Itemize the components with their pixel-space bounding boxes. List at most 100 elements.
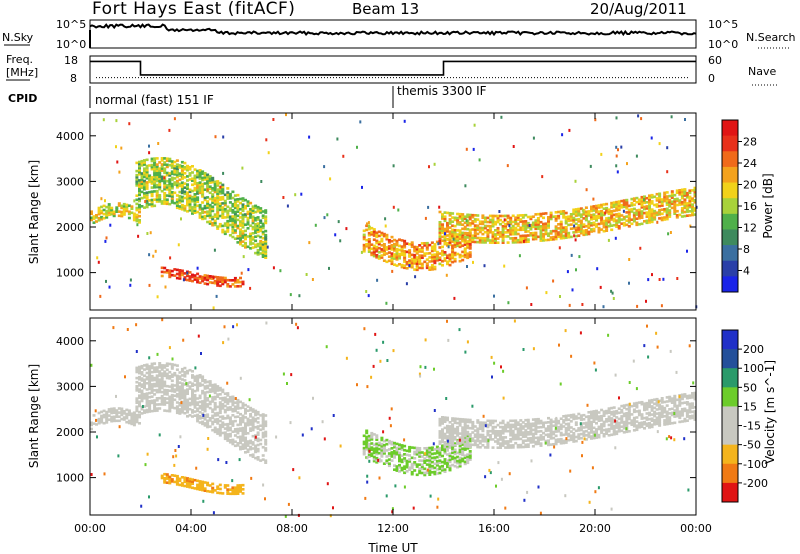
scatter-cell [581, 440, 584, 444]
scatter-cell [287, 502, 290, 506]
echo-cell [387, 454, 391, 457]
scatter-cell [392, 205, 395, 209]
echo-cell [574, 222, 578, 226]
echo-cell [196, 175, 200, 179]
echo-cell [428, 469, 432, 472]
echo-cell [160, 364, 164, 367]
echo-cell [236, 208, 240, 211]
echo-cell [158, 362, 162, 365]
echo-cell [244, 438, 247, 442]
echo-cell [468, 243, 472, 246]
nave-label: Nave [748, 65, 776, 78]
echo-cell [481, 444, 485, 447]
echo-cell [590, 228, 593, 231]
echo-cell [650, 218, 654, 222]
echo-cell [668, 420, 672, 423]
echo-cell [441, 251, 444, 255]
echo-cell [191, 402, 194, 406]
scatter-cell [612, 297, 615, 300]
echo-cell [605, 432, 609, 435]
echo-cell [211, 387, 215, 391]
echo-cell [145, 168, 149, 172]
echo-cell [655, 412, 659, 415]
echo-cell [165, 165, 169, 169]
echo-cell [549, 437, 553, 440]
echo-cell [655, 404, 659, 407]
echo-cell [261, 255, 265, 258]
echo-cell [160, 274, 164, 278]
echo-cell [653, 423, 657, 426]
echo-cell [506, 216, 510, 220]
echo-cell [648, 399, 651, 402]
echo-cell [193, 402, 197, 405]
scatter-cell [339, 444, 342, 448]
echo-cell [148, 406, 152, 409]
echo-cell [236, 423, 240, 427]
echo-cell [170, 480, 174, 483]
scatter-cell [495, 484, 497, 488]
echo-cell [251, 205, 255, 208]
echo-cell [415, 252, 419, 255]
echo-cell [256, 253, 260, 256]
echo-cell [367, 445, 371, 448]
echo-cell [135, 213, 139, 217]
echo-cell [458, 245, 462, 249]
echo-cell [592, 229, 596, 233]
echo-cell [105, 410, 109, 414]
echo-cell [420, 467, 424, 471]
echo-cell [218, 427, 222, 431]
echo-cell [536, 417, 540, 421]
echo-cell [191, 279, 194, 283]
echo-cell [196, 378, 200, 382]
echo-cell [501, 235, 505, 238]
echo-cell [168, 370, 172, 374]
echo-cell [112, 214, 116, 218]
echo-cell [244, 440, 247, 444]
echo-cell [473, 230, 477, 233]
echo-cell [519, 425, 523, 428]
echo-cell [254, 446, 258, 450]
echo-cell [645, 406, 649, 409]
echo-cell [208, 425, 212, 428]
echo-cell [547, 429, 550, 432]
echo-cell [463, 460, 467, 464]
echo-cell [433, 458, 437, 461]
echo-cell [691, 394, 694, 397]
echo-cell [620, 203, 624, 207]
echo-cell [236, 193, 240, 197]
echo-cell [559, 433, 563, 437]
scatter-cell [581, 208, 584, 212]
echo-cell [494, 434, 497, 437]
echo-cell [403, 471, 407, 475]
echo-cell [605, 229, 609, 232]
echo-cell [145, 398, 149, 401]
echo-cell [524, 230, 528, 233]
echo-cell [183, 399, 187, 403]
echo-cell [233, 401, 237, 404]
echo-cell [670, 194, 674, 197]
echo-cell [143, 384, 146, 388]
echo-cell [233, 486, 237, 489]
echo-cell [405, 465, 409, 469]
echo-cell [221, 206, 225, 209]
echo-cell [504, 214, 508, 218]
echo-cell [678, 199, 682, 202]
echo-cell [395, 452, 399, 456]
echo-cell [138, 189, 141, 192]
echo-cell [160, 401, 164, 404]
echo-cell [501, 239, 505, 242]
scatter-cell [148, 151, 151, 155]
echo-cell [362, 237, 366, 241]
echo-cell [688, 408, 692, 412]
echo-cell [221, 280, 225, 284]
echo-cell [552, 430, 556, 434]
echo-cell [415, 465, 419, 468]
echo-cell [228, 223, 232, 227]
echo-cell [430, 249, 434, 253]
echo-cell [428, 446, 432, 450]
echo-cell [524, 431, 528, 434]
echo-cell [643, 427, 646, 430]
echo-cell [246, 423, 250, 427]
echo-cell [193, 487, 197, 490]
echo-cell [691, 203, 694, 206]
